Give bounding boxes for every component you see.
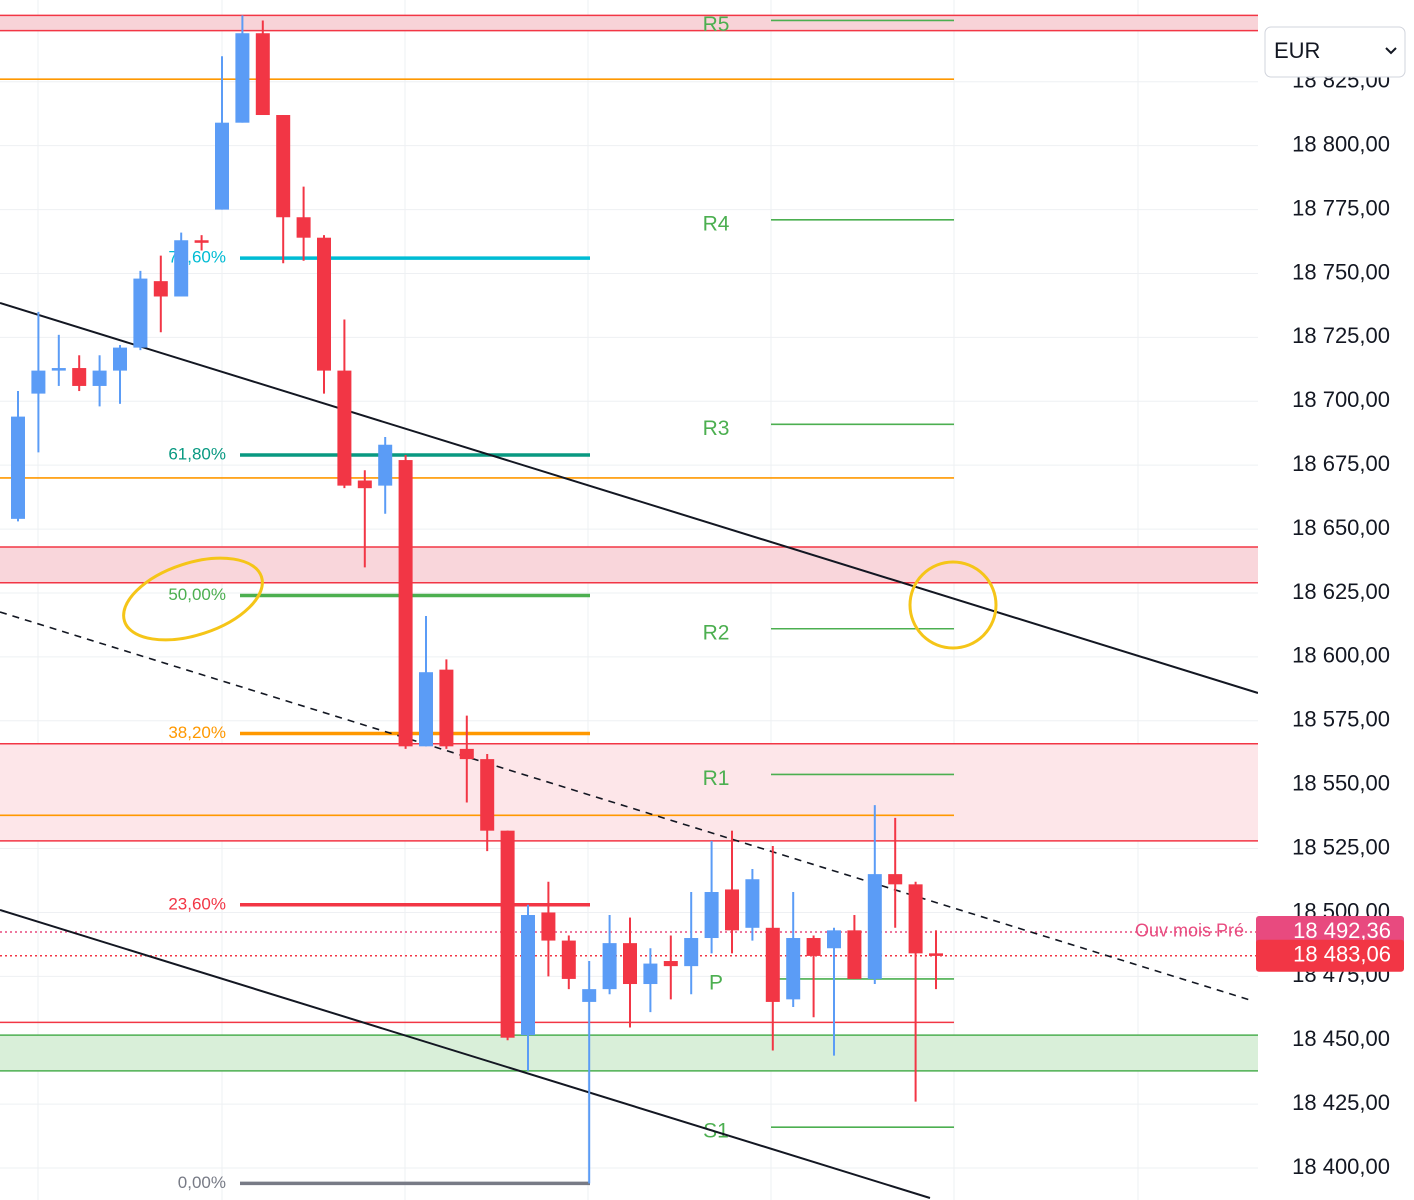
zone <box>0 1035 1258 1071</box>
candle-body <box>888 874 903 885</box>
y-tick-label: 18 525,00 <box>1292 834 1390 859</box>
fib-label: 50,00% <box>168 585 226 604</box>
candle-body <box>725 889 739 931</box>
y-tick-label: 18 450,00 <box>1292 1026 1390 1051</box>
candle-body <box>561 940 576 979</box>
candle-body <box>398 460 413 747</box>
y-tick-label: 18 650,00 <box>1292 515 1390 540</box>
candle-body <box>480 759 495 831</box>
candles <box>11 15 943 1184</box>
trend-line <box>0 909 931 1199</box>
fib-label: 61,80% <box>168 444 226 463</box>
background-layer: 78,60%61,80%50,00%38,20%23,60%0,00%R5R4R… <box>0 13 1258 1192</box>
candle-body <box>786 938 801 1000</box>
fib-label: 38,20% <box>168 723 226 742</box>
candle-body <box>133 278 148 348</box>
candle-body <box>439 669 454 747</box>
pivot-label: R4 <box>703 212 730 235</box>
y-tick-label: 18 600,00 <box>1292 643 1390 668</box>
candle-body <box>153 281 168 297</box>
candle-body <box>643 963 658 985</box>
candle-body <box>745 879 760 928</box>
candle-body <box>11 416 25 519</box>
y-tick-label: 18 700,00 <box>1292 387 1390 412</box>
candle-body <box>51 368 66 371</box>
price-badge-text: 18 483,06 <box>1293 942 1391 967</box>
pivot-label: P <box>709 971 723 994</box>
candle-body <box>867 874 882 979</box>
pivot-label: R2 <box>703 621 730 644</box>
annotations <box>122 556 998 650</box>
chevron <box>1385 47 1397 55</box>
y-tick-label: 18 775,00 <box>1292 195 1390 220</box>
candle-body <box>113 347 127 371</box>
candle-body <box>908 884 923 954</box>
trend-line-dashed <box>0 611 1251 1001</box>
fib-label: 0,00% <box>178 1173 226 1192</box>
select-text: EUR <box>1274 38 1320 63</box>
candle-body <box>357 480 372 489</box>
y-tick-label: 18 750,00 <box>1292 259 1390 284</box>
candle-body <box>827 930 841 949</box>
candle-body <box>276 115 291 218</box>
candle-body <box>623 943 637 985</box>
price-badge-text: 18 492,36 <box>1293 918 1391 943</box>
candle-body <box>337 370 352 486</box>
candle-body <box>847 930 862 979</box>
y-tick-label: 18 550,00 <box>1292 770 1390 795</box>
price-line-name: Ouv mois Pré <box>1135 921 1244 941</box>
candle-body <box>235 33 250 123</box>
candle-body <box>255 33 270 116</box>
y-tick-label: 18 800,00 <box>1292 131 1390 156</box>
candle-body <box>602 943 617 990</box>
y-tick-label: 18 725,00 <box>1292 323 1390 348</box>
zone <box>0 743 1258 841</box>
pivot-label: R1 <box>703 767 730 790</box>
zone <box>0 546 1258 583</box>
y-tick-label: 18 400,00 <box>1292 1154 1390 1179</box>
price-badge <box>1256 939 1404 972</box>
y-tick-label: 18 425,00 <box>1292 1090 1390 1115</box>
candle-body <box>31 370 46 394</box>
candle-body <box>92 370 107 386</box>
candle-body <box>194 240 209 243</box>
candle-body <box>765 927 780 1002</box>
candle-body <box>684 938 699 967</box>
price-axis-bg <box>1258 0 1414 1200</box>
trend-line <box>0 302 1259 694</box>
price-badges: 18 492,36 Ouv mois Pré 18 483,06 <box>1135 915 1404 972</box>
candle-body <box>806 938 821 956</box>
candle-body <box>500 830 515 1038</box>
candle-body <box>704 892 719 939</box>
fib-label: 23,60% <box>168 894 226 913</box>
candle-body <box>521 915 535 1036</box>
y-tick-label: 18 625,00 <box>1292 579 1390 604</box>
pivot-label: R3 <box>703 417 730 440</box>
candle-body <box>317 237 331 371</box>
candle-body <box>215 122 229 210</box>
candle-body <box>663 961 678 967</box>
highlight-ellipse <box>122 556 264 642</box>
candle-body <box>929 953 943 956</box>
pivot-label: R5 <box>703 13 730 36</box>
y-tick-label: 18 575,00 <box>1292 707 1390 732</box>
candle-body <box>459 748 474 760</box>
candle-body <box>419 672 433 747</box>
select-box[interactable] <box>1264 26 1406 78</box>
highlight-circle <box>908 560 998 650</box>
candle-body <box>296 217 311 238</box>
candle-body <box>582 989 597 1002</box>
y-tick-label: 18 675,00 <box>1292 451 1390 476</box>
candle-body <box>72 368 87 386</box>
zone <box>0 15 1258 31</box>
candle-body <box>174 240 189 297</box>
candle-body <box>378 444 393 486</box>
trend-lines <box>0 302 1259 1199</box>
currency-select[interactable]: EUR <box>1264 26 1406 78</box>
candle-body <box>541 912 556 941</box>
